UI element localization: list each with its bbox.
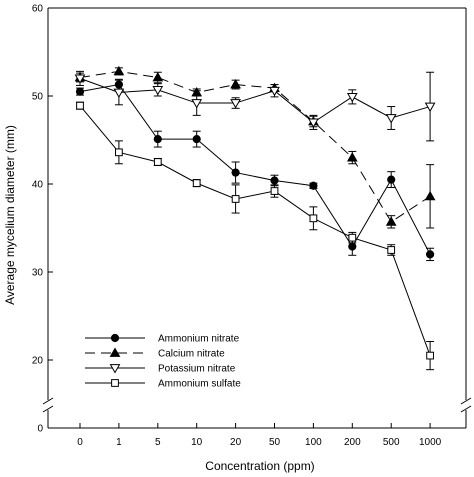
data-point — [426, 351, 434, 360]
data-point — [230, 79, 241, 89]
data-point — [192, 135, 201, 144]
series-line — [79, 77, 431, 124]
y-axis-break-mark-right-2 — [460, 405, 472, 413]
x-tick-label: 20 — [230, 437, 242, 448]
series-potassium-nitrate — [74, 70, 436, 142]
x-tick-label: 10 — [191, 437, 203, 448]
x-tick-label: 200 — [344, 437, 361, 448]
legend-entry: Ammonium sulfate — [85, 379, 241, 390]
x-tick-label: 5 — [155, 437, 161, 448]
data-point — [231, 168, 240, 177]
x-tick-label: 50 — [269, 437, 281, 448]
data-point — [152, 85, 164, 96]
data-point — [152, 72, 164, 82]
x-tick-label: 100 — [305, 437, 322, 448]
chart-legend: Ammonium nitrate Calcium nitrate Potassium… — [85, 334, 241, 390]
y-tick-label: 30 — [32, 268, 44, 279]
chart-axes — [42, 7, 472, 429]
legend-marker — [109, 347, 121, 357]
data-point — [308, 118, 319, 128]
legend-entry: Potassium nitrate — [85, 364, 236, 375]
y-axis-break-mark-right-1 — [460, 397, 472, 405]
data-point — [75, 87, 85, 96]
chart-ticks: 0 20 30 40 50 60 0 1 5 10 20 50 100 200 500 1000 — [32, 4, 442, 449]
series-calcium-nitrate — [74, 65, 436, 229]
data-point — [270, 176, 279, 185]
series-ammonium-nitrate — [75, 78, 435, 262]
data-point — [153, 135, 162, 144]
data-point — [346, 93, 358, 103]
data-point — [74, 74, 86, 84]
x-tick-label: 500 — [383, 437, 400, 448]
legend-marker — [110, 333, 120, 343]
y-tick-label: 50 — [32, 92, 44, 103]
legend-entry: Ammonium nitrate — [85, 334, 240, 345]
data-point — [387, 175, 396, 184]
data-point — [348, 242, 357, 251]
chart-series — [74, 65, 436, 371]
data-point — [113, 65, 125, 76]
x-tick-label: 0 — [77, 437, 83, 448]
legend-label: Ammonium sulfate — [158, 379, 241, 390]
data-point — [191, 99, 203, 109]
legend-label: Ammonium nitrate — [158, 334, 240, 345]
data-point — [348, 233, 357, 242]
data-point — [346, 152, 358, 162]
data-point — [192, 179, 201, 187]
data-point — [269, 86, 280, 97]
data-point — [385, 216, 397, 226]
legend-entry: Calcium nitrate — [85, 347, 225, 360]
series-line — [79, 84, 431, 255]
data-point — [76, 101, 84, 110]
x-tick-label: 1 — [116, 437, 122, 448]
data-point — [309, 181, 318, 190]
series-line — [79, 105, 431, 356]
y-tick-label: 0 — [37, 424, 43, 435]
data-point — [115, 148, 123, 157]
series-ammonium-sulfate — [76, 101, 435, 371]
data-point — [387, 246, 396, 254]
y-tick-label: 40 — [32, 180, 44, 191]
legend-label: Calcium nitrate — [158, 349, 225, 360]
legend-marker — [109, 364, 121, 374]
y-axis-break-mark-left-2 — [42, 405, 54, 413]
y-tick-label: 60 — [32, 4, 44, 15]
data-point — [309, 214, 318, 223]
data-point — [424, 102, 436, 113]
data-point — [231, 195, 240, 203]
data-point — [424, 190, 436, 201]
x-axis-label: Concentration (ppm) — [205, 459, 314, 473]
series-line — [79, 70, 431, 223]
data-point — [385, 114, 397, 124]
x-tick-label: 1000 — [419, 437, 442, 448]
data-point — [153, 158, 162, 166]
legend-marker — [111, 379, 119, 387]
legend-label: Potassium nitrate — [158, 364, 236, 375]
data-point — [113, 88, 125, 98]
y-axis-break-mark-left-1 — [42, 397, 54, 405]
data-point — [270, 187, 279, 195]
data-point — [426, 250, 435, 259]
y-tick-label: 20 — [32, 356, 44, 367]
y-axis-label: Average mycelium diameter (mm) — [3, 125, 17, 305]
data-point — [230, 99, 241, 109]
